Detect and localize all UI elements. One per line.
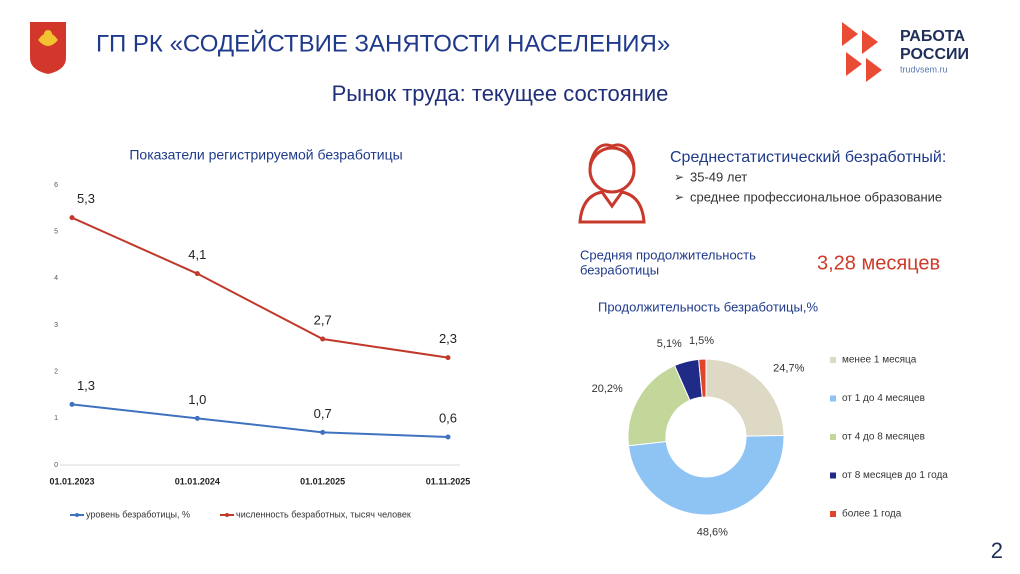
value-label: 48,6%: [697, 527, 728, 539]
duration-label: Средняя продолжительность: [580, 247, 756, 262]
legend-label: более 1 года: [842, 508, 902, 520]
value-label: 20,2%: [592, 383, 623, 395]
logo-text: РОССИИ: [900, 46, 969, 63]
value-label: 2,7: [314, 312, 332, 327]
point: [320, 429, 326, 435]
point: [69, 215, 75, 221]
point: [320, 336, 326, 342]
chart-title: Показатели регистрируемой безработицы: [129, 147, 402, 163]
logo-text: РАБОТА: [900, 28, 966, 45]
x-tick-label: 01.01.2024: [175, 476, 220, 486]
value-label: 24,7%: [773, 362, 804, 374]
bullet: ➢: [674, 190, 684, 204]
profile-item: 35-49 лет: [690, 169, 747, 184]
profile-title: Среднестатистический безработный:: [670, 149, 946, 166]
profile-item: среднее профессиональное образование: [690, 189, 942, 204]
legend-swatch: [225, 513, 229, 517]
value-label: 1,3: [77, 378, 95, 393]
legend-swatch: [75, 513, 79, 517]
point: [445, 434, 451, 440]
y-tick-label: 1: [54, 415, 58, 422]
y-tick-label: 2: [54, 369, 58, 376]
series-line: [71, 216, 449, 359]
legend-label: уровень безработицы, %: [86, 509, 190, 519]
x-tick-label: 01.01.2025: [300, 476, 345, 486]
legend-swatch: [830, 357, 836, 363]
chart-title: Продолжительность безработицы,%: [598, 299, 818, 314]
person-icon: [578, 143, 646, 224]
x-tick-label: 01.01.2023: [49, 476, 94, 486]
donut-slice: [705, 358, 785, 437]
legend-swatch: [830, 511, 836, 517]
legend-swatch: [830, 434, 836, 440]
y-tick-label: 4: [54, 275, 58, 282]
legend-swatch: [830, 472, 836, 479]
x-tick-label: 01.11.2025: [426, 476, 471, 486]
legend-swatch: [830, 395, 836, 402]
point: [194, 415, 200, 421]
page-number: 2: [991, 538, 1003, 563]
point: [194, 271, 200, 277]
value-label: 0,7: [314, 406, 332, 421]
coat-of-arms: [30, 22, 66, 74]
value-label: 1,5%: [689, 335, 714, 347]
value-label: 4,1: [188, 247, 206, 262]
logo-url: trudvsem.ru: [900, 64, 948, 74]
duration-label: безработицы: [580, 262, 659, 277]
y-tick-label: 6: [54, 182, 58, 189]
value-label: 1,0: [188, 392, 206, 407]
y-tick-label: 3: [54, 322, 58, 329]
point: [445, 355, 451, 361]
y-tick-label: 5: [54, 229, 58, 236]
donut-slice: [698, 358, 707, 398]
header-title: ГП РК «СОДЕЙСТВИЕ ЗАНЯТОСТИ НАСЕЛЕНИЯ»: [96, 29, 670, 57]
donut-slice: [627, 434, 785, 516]
legend-label: от 8 месяцев до 1 года: [842, 470, 948, 481]
logo-icon: [842, 22, 882, 82]
bullet: ➢: [674, 170, 684, 184]
header-subtitle: Рынок труда: текущее состояние: [332, 81, 669, 106]
y-tick-label: 0: [54, 462, 58, 469]
legend-label: численность безработных, тысяч человек: [236, 509, 411, 519]
value-label: 5,1%: [657, 338, 682, 350]
series-line: [71, 403, 449, 438]
point: [69, 401, 75, 407]
legend-label: от 1 до 4 месяцев: [842, 393, 925, 404]
value-label: 2,3: [439, 331, 457, 346]
legend-label: от 4 до 8 месяцев: [842, 432, 925, 443]
legend-label: менее 1 месяца: [842, 355, 917, 366]
duration-value: 3,28 месяцев: [817, 252, 940, 274]
value-label: 5,3: [77, 191, 95, 206]
value-label: 0,6: [439, 410, 457, 425]
